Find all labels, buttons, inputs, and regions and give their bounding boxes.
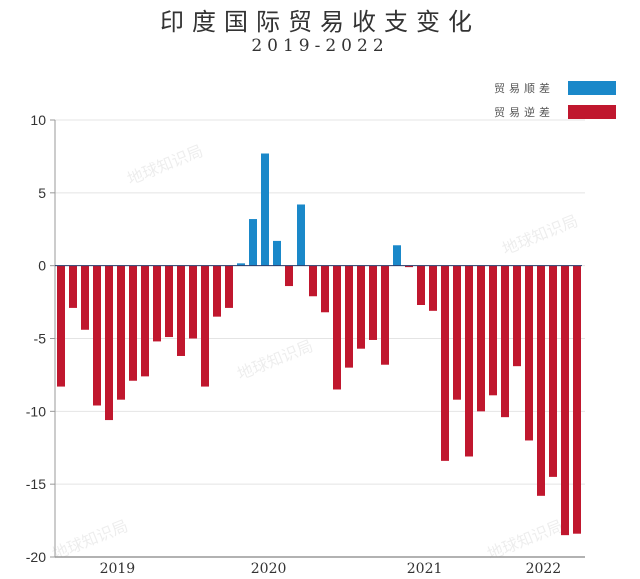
y-tick-label: 0 — [38, 258, 46, 274]
bar-deficit — [525, 265, 533, 441]
bar-deficit — [141, 265, 149, 377]
bar-deficit — [225, 265, 233, 308]
bar-deficit — [345, 265, 353, 368]
y-tick-label: -15 — [26, 476, 46, 492]
chart-subtitle: 2019-2022 — [251, 36, 389, 56]
bar-deficit — [285, 265, 293, 287]
bar-deficit — [465, 265, 473, 457]
bar-surplus — [273, 240, 281, 266]
bar-surplus — [393, 245, 401, 266]
watermark: 地球知识局 — [124, 141, 205, 189]
bar-deficit — [117, 265, 125, 400]
bar-surplus — [261, 153, 269, 266]
bar-deficit — [201, 265, 209, 387]
bar-deficit — [369, 265, 377, 340]
bar-deficit — [57, 265, 65, 387]
bar-deficit — [213, 265, 221, 317]
y-tick-label: -10 — [26, 403, 46, 419]
bar-deficit — [573, 265, 581, 534]
x-tick-label: 2020 — [251, 561, 287, 577]
bar-deficit — [165, 265, 173, 338]
bar-deficit — [489, 265, 497, 396]
legend-swatch-deficit — [568, 105, 616, 119]
bar-deficit — [381, 265, 389, 365]
bar-deficit — [81, 265, 89, 330]
watermark: 地球知识局 — [234, 336, 315, 384]
bar-deficit — [153, 265, 161, 342]
bar-deficit — [453, 265, 461, 400]
y-tick-label: 10 — [30, 112, 46, 128]
bar-deficit — [93, 265, 101, 406]
bar-deficit — [417, 265, 425, 305]
x-tick-label: 2022 — [526, 561, 562, 577]
bar-deficit — [357, 265, 365, 349]
bar-deficit — [333, 265, 341, 390]
legend-item-surplus: 贸易顺差 — [494, 76, 616, 100]
bar-deficit — [105, 265, 113, 421]
bar-surplus — [297, 204, 305, 266]
bar-surplus — [249, 219, 257, 266]
legend-item-deficit: 贸易逆差 — [494, 100, 616, 124]
bar-deficit — [177, 265, 185, 356]
legend-swatch-surplus — [568, 81, 616, 95]
legend-label-surplus: 贸易顺差 — [494, 82, 554, 95]
x-tick-label: 2019 — [100, 561, 136, 577]
bar-deficit — [441, 265, 449, 461]
bar-deficit — [549, 265, 557, 477]
y-tick-label: 5 — [38, 185, 46, 201]
bar-deficit — [537, 265, 545, 496]
bar-deficit — [69, 265, 77, 308]
y-tick-label: -20 — [26, 549, 46, 565]
bar-deficit — [309, 265, 317, 297]
bar-deficit — [129, 265, 137, 381]
legend-label-deficit: 贸易逆差 — [494, 106, 554, 119]
bar-deficit — [561, 265, 569, 536]
watermark: 地球知识局 — [499, 211, 580, 259]
chart-title: 印度国际贸易收支变化 — [160, 8, 480, 36]
bar-surplus — [237, 263, 245, 266]
y-tick-label: -5 — [34, 331, 47, 347]
bar-deficit — [501, 265, 509, 418]
bar-deficit — [405, 265, 413, 268]
bar-deficit — [513, 265, 521, 367]
bar-deficit — [321, 265, 329, 313]
legend: 贸易顺差 贸易逆差 — [494, 76, 616, 124]
bar-deficit — [477, 265, 485, 412]
bar-deficit — [429, 265, 437, 311]
x-tick-label: 2021 — [407, 561, 443, 577]
bar-deficit — [189, 265, 197, 339]
